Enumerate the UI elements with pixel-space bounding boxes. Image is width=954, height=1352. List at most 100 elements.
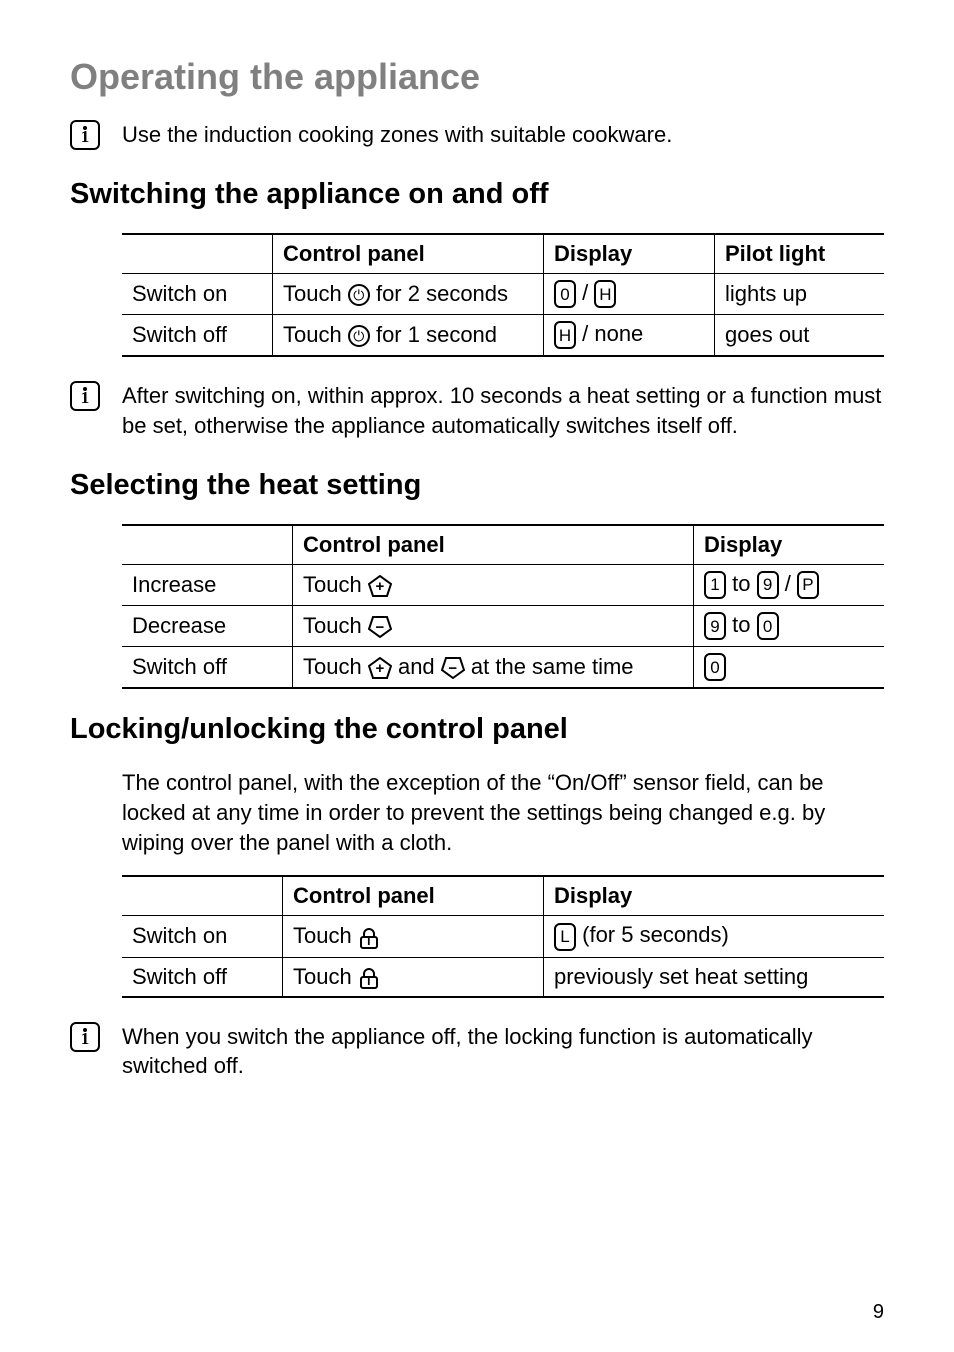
- segment-display-icon: H: [594, 280, 616, 308]
- row-display: previously set heat setting: [544, 957, 885, 997]
- lock-table-wrap: Control panel Display Switch on Touch T …: [122, 875, 884, 997]
- text: to: [732, 571, 756, 596]
- table-header-blank: [122, 525, 293, 565]
- info-icon: [70, 120, 100, 150]
- text: for 2 seconds: [376, 281, 508, 306]
- row-label: Decrease: [122, 605, 293, 646]
- segment-display-icon: L: [554, 923, 576, 951]
- info-icon: [70, 1022, 100, 1052]
- switch-note-row: After switching on, within approx. 10 se…: [70, 381, 884, 440]
- lock-note-row: When you switch the appliance off, the l…: [70, 1022, 884, 1081]
- section-heading-switch: Switching the appliance on and off: [70, 178, 884, 211]
- row-display: 1 to 9 / P: [694, 564, 885, 605]
- segment-display-icon: H: [554, 321, 576, 349]
- lock-icon: T: [358, 927, 380, 949]
- lock-body-text: The control panel, with the exception of…: [122, 768, 884, 857]
- switch-table: Control panel Display Pilot light Switch…: [122, 233, 884, 357]
- text: /: [582, 280, 594, 305]
- text: to: [732, 612, 756, 637]
- row-display: H / none: [544, 315, 715, 357]
- text: Touch: [303, 654, 368, 679]
- table-row: Switch off Touch ⏻ for 1 second H / none…: [122, 315, 884, 357]
- row-control: Touch + and − at the same time: [293, 647, 694, 689]
- power-icon: ⏻: [348, 284, 370, 306]
- table-header-row: Control panel Display: [122, 876, 884, 916]
- text: / none: [582, 321, 643, 346]
- heat-table: Control panel Display Increase Touch + 1…: [122, 524, 884, 690]
- row-control: Touch ⏻ for 2 seconds: [273, 274, 544, 315]
- table-header-row: Control panel Display Pilot light: [122, 234, 884, 274]
- lock-note-text: When you switch the appliance off, the l…: [122, 1022, 884, 1081]
- page-container: Operating the appliance Use the inductio…: [0, 0, 954, 1352]
- segment-display-icon: 0: [554, 280, 576, 308]
- segment-display-icon: 9: [704, 612, 726, 640]
- row-control: Touch ⏻ for 1 second: [273, 315, 544, 357]
- minus-icon: −: [441, 657, 465, 679]
- table-header-row: Control panel Display: [122, 525, 884, 565]
- table-header-display: Display: [694, 525, 885, 565]
- table-header-display: Display: [544, 876, 885, 916]
- page-title: Operating the appliance: [70, 56, 884, 98]
- text: for 1 second: [376, 322, 497, 347]
- page-number: 9: [873, 1301, 884, 1324]
- text: Touch: [293, 923, 358, 948]
- text: at the same time: [471, 654, 634, 679]
- table-header-control: Control panel: [273, 234, 544, 274]
- table-row: Increase Touch + 1 to 9 / P: [122, 564, 884, 605]
- heat-table-wrap: Control panel Display Increase Touch + 1…: [122, 524, 884, 690]
- text: Touch: [303, 572, 368, 597]
- text: and: [398, 654, 441, 679]
- row-control: Touch T: [283, 916, 544, 957]
- switch-note-text: After switching on, within approx. 10 se…: [122, 381, 884, 440]
- text: /: [785, 571, 797, 596]
- section-heading-lock: Locking/unlocking the control panel: [70, 713, 884, 746]
- row-control: Touch −: [293, 605, 694, 646]
- row-label: Switch on: [122, 274, 273, 315]
- section-heading-heat: Selecting the heat setting: [70, 469, 884, 502]
- text: Touch: [283, 281, 348, 306]
- minus-icon: −: [368, 616, 392, 638]
- row-pilot: goes out: [715, 315, 885, 357]
- segment-display-icon: 9: [757, 571, 779, 599]
- lock-table: Control panel Display Switch on Touch T …: [122, 875, 884, 997]
- table-row: Switch on Touch ⏻ for 2 seconds 0 / H li…: [122, 274, 884, 315]
- row-display: 0: [694, 647, 885, 689]
- table-header-control: Control panel: [283, 876, 544, 916]
- plus-icon: +: [368, 575, 392, 597]
- row-label: Switch on: [122, 916, 283, 957]
- text: Touch: [303, 613, 368, 638]
- segment-display-icon: 0: [757, 612, 779, 640]
- segment-display-icon: 0: [704, 653, 726, 681]
- table-header-display: Display: [544, 234, 715, 274]
- plus-icon: +: [368, 657, 392, 679]
- text: Touch: [293, 964, 358, 989]
- table-header-control: Control panel: [293, 525, 694, 565]
- row-display: L (for 5 seconds): [544, 916, 885, 957]
- table-row: Switch on Touch T L (for 5 seconds): [122, 916, 884, 957]
- segment-display-icon: 1: [704, 571, 726, 599]
- power-icon: ⏻: [348, 325, 370, 347]
- table-header-pilot: Pilot light: [715, 234, 885, 274]
- row-label: Switch off: [122, 957, 283, 997]
- row-control: Touch +: [293, 564, 694, 605]
- row-display: 9 to 0: [694, 605, 885, 646]
- text: (for 5 seconds): [582, 922, 729, 947]
- row-pilot: lights up: [715, 274, 885, 315]
- segment-display-icon: P: [797, 571, 819, 599]
- table-header-blank: [122, 876, 283, 916]
- row-label: Switch off: [122, 647, 293, 689]
- table-header-blank: [122, 234, 273, 274]
- row-label: Switch off: [122, 315, 273, 357]
- info-icon: [70, 381, 100, 411]
- table-row: Switch off Touch + and − at the same tim…: [122, 647, 884, 689]
- text: Touch: [283, 322, 348, 347]
- row-control: Touch T: [283, 957, 544, 997]
- table-row: Decrease Touch − 9 to 0: [122, 605, 884, 646]
- row-label: Increase: [122, 564, 293, 605]
- intro-note-text: Use the induction cooking zones with sui…: [122, 120, 672, 150]
- switch-table-wrap: Control panel Display Pilot light Switch…: [122, 233, 884, 357]
- lock-icon: T: [358, 967, 380, 989]
- table-row: Switch off Touch T previously set heat s…: [122, 957, 884, 997]
- intro-note-row: Use the induction cooking zones with sui…: [70, 120, 884, 150]
- row-display: 0 / H: [544, 274, 715, 315]
